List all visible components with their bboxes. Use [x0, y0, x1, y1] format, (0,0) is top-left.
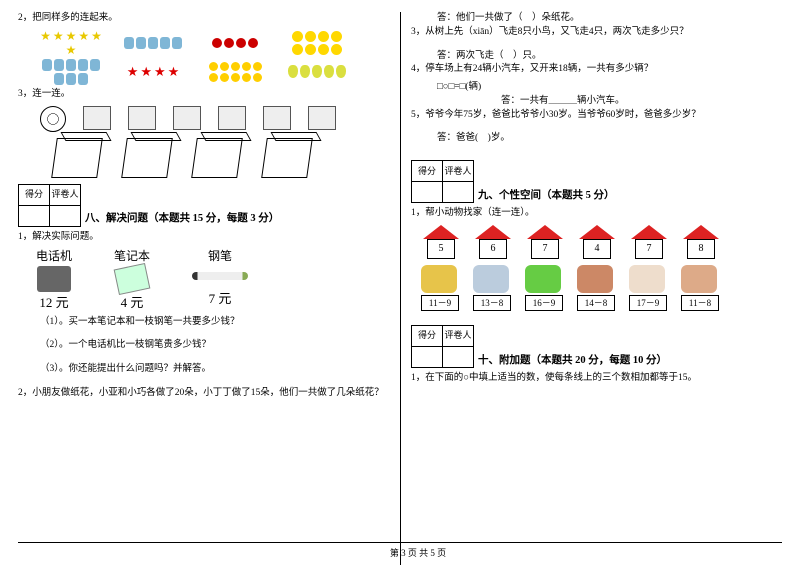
animal-3 [525, 265, 561, 293]
house-row: 5 6 7 4 7 8 [421, 225, 782, 259]
box-1 [51, 138, 103, 178]
toy-2 [128, 106, 156, 130]
q8-1-1: （1）。买一本笔记本和一枝钢笔一共要多少钱？ [40, 316, 390, 330]
pen-icon [192, 272, 248, 280]
score9-h2: 评卷人 [443, 161, 474, 182]
rq4-line: □○□=□(辆) [437, 81, 782, 95]
box-3 [191, 138, 243, 178]
img-pears [286, 65, 348, 78]
house-3: 7 [531, 239, 559, 259]
img-faces [286, 31, 348, 55]
score10-h2: 评卷人 [443, 325, 474, 346]
toy-5 [263, 106, 291, 130]
score-h2: 评卷人 [50, 184, 81, 205]
lbl-4: 14－8 [577, 295, 615, 311]
item-pen: 钢笔 7 元 [192, 248, 248, 312]
score-box-9: 得分评卷人 九、个性空间（本题共 5 分） [411, 160, 782, 203]
left-column: 2，把同样多的连起来。 ★★★★★★ ★★★★ 3，连一连。 [18, 12, 400, 565]
items-row: 电话机 12 元 笔记本 4 元 钢笔 7 元 [36, 248, 390, 312]
q3-boxes [54, 138, 390, 178]
animal-5 [629, 265, 665, 293]
house-6: 8 [687, 239, 715, 259]
house-5: 7 [635, 239, 663, 259]
footer-line [18, 542, 782, 543]
ans5: 答：爸爸( )岁。 [437, 132, 782, 146]
score9-h1: 得分 [412, 161, 443, 182]
toy-1 [83, 106, 111, 130]
toy-3 [173, 106, 201, 130]
q3-toys [40, 106, 390, 132]
item-phone: 电话机 12 元 [36, 248, 72, 312]
ans-top: 答：他们一共做了（ ）朵纸花。 [437, 12, 782, 26]
q10-1: 1，在下面的○中填上适当的数，使每条线上的三个数相加都等于15。 [411, 372, 782, 386]
box-4 [261, 138, 313, 178]
rq3: 3，从树上先（xiān）飞走8只小鸟，又飞走4只，两次飞走多少只？ [411, 26, 782, 40]
q8-1-2: （2）。一个电话机比一枝钢笔贵多少钱？ [40, 339, 390, 353]
toy-4 [218, 106, 246, 130]
toy-6 [308, 106, 336, 130]
lbl-1: 11－9 [421, 295, 459, 311]
phone-name: 电话机 [36, 248, 72, 265]
animal-1 [421, 265, 457, 293]
animal-row: 11－9 13－8 16－9 14－8 17－9 11－8 [421, 265, 782, 311]
book-price: 4 元 [114, 294, 150, 313]
img-figs [122, 37, 184, 49]
q8-1: 1，解决实际问题。 [18, 231, 390, 245]
phone-price: 12 元 [36, 294, 72, 313]
page: 2，把同样多的连起来。 ★★★★★★ ★★★★ 3，连一连。 [0, 0, 800, 565]
house-2: 6 [479, 239, 507, 259]
ans4: 答：一共有＿＿＿辆小汽车。 [501, 95, 782, 109]
q8-1-3: （3）。你还能提出什么问题吗？并解答。 [40, 363, 390, 377]
lbl-3: 16－9 [525, 295, 563, 311]
score-box-10: 得分评卷人 十、附加题（本题共 20 分，每题 10 分） [411, 325, 782, 368]
house-4: 4 [583, 239, 611, 259]
pen-price: 7 元 [192, 290, 248, 309]
img-apples [204, 38, 266, 48]
ans3: 答：两次飞走（ ）只。 [437, 50, 782, 64]
rq5: 5，爷爷今年75岁，爸爸比爷爷小30岁。当爷爷60岁时，爸爸多少岁？ [411, 109, 782, 123]
q2-row2: ★★★★ [40, 59, 390, 85]
img-stars: ★★★★★★ [40, 30, 102, 56]
book-icon [114, 263, 151, 295]
phone-icon [37, 266, 71, 292]
animal-6 [681, 265, 717, 293]
right-column: 答：他们一共做了（ ）朵纸花。 3，从树上先（xiān）飞走8只小鸟，又飞走4只… [400, 12, 782, 565]
toy-ball [40, 106, 66, 132]
score-h1: 得分 [19, 184, 50, 205]
q2-row1: ★★★★★★ [40, 30, 390, 56]
lbl-2: 13－8 [473, 295, 511, 311]
q3-text: 3，连一连。 [18, 88, 390, 102]
pen-name: 钢笔 [192, 248, 248, 265]
q8-2: 2，小朋友做纸花，小亚和小巧各做了20朵，小丁丁做了15朵，他们一共做了几朵纸花… [18, 387, 390, 401]
item-book: 笔记本 4 元 [114, 248, 150, 312]
sec9-title: 九、个性空间（本题共 5 分） [478, 188, 615, 203]
img-chicks [204, 62, 266, 82]
score-box-8: 得分评卷人 八、解决问题（本题共 15 分，每题 3 分） [18, 184, 390, 227]
q2-text: 2，把同样多的连起来。 [18, 12, 390, 26]
box-2 [121, 138, 173, 178]
img-bears [40, 59, 102, 85]
animal-2 [473, 265, 509, 293]
sec10-title: 十、附加题（本题共 20 分，每题 10 分） [478, 353, 667, 368]
house-1: 5 [427, 239, 455, 259]
img-redstars: ★★★★ [122, 65, 184, 78]
lbl-6: 11－8 [681, 295, 719, 311]
footer: 第 3 页 共 5 页 [18, 546, 800, 559]
lbl-5: 17－9 [629, 295, 667, 311]
rq4: 4，停车场上有24辆小汽车，又开来18辆，一共有多少辆？ [411, 63, 782, 77]
score10-h1: 得分 [412, 325, 443, 346]
q9-1: 1，帮小动物找家（连一连）。 [411, 207, 782, 221]
sec8-title: 八、解决问题（本题共 15 分，每题 3 分） [85, 211, 279, 226]
animal-4 [577, 265, 613, 293]
